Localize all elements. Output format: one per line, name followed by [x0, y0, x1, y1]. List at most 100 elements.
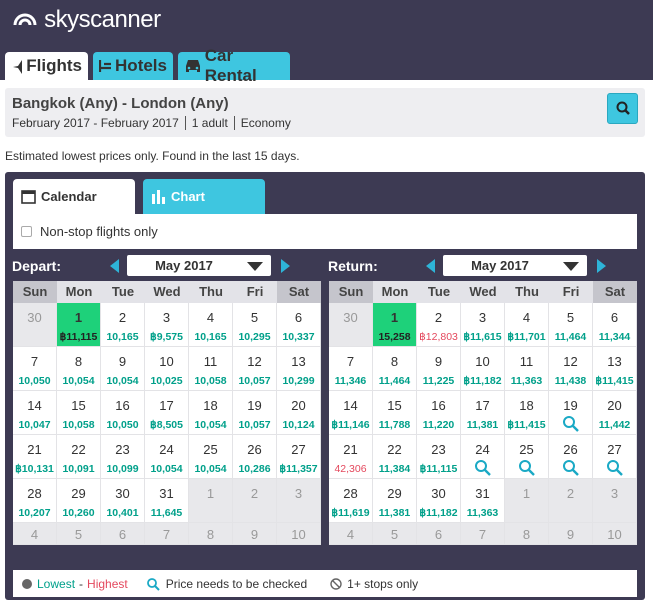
day-cell[interactable]: 7 11,346 — [329, 347, 373, 391]
day-cell[interactable]: 10 ฿11,182 — [461, 347, 505, 391]
day-number: 5 — [74, 527, 83, 542]
tab-flights[interactable]: Flights — [5, 52, 88, 80]
day-cell[interactable]: 2 10,165 — [101, 303, 145, 347]
day-cell[interactable]: 21 ฿10,131 — [13, 435, 57, 479]
price: ฿11,146 — [331, 419, 370, 431]
logo-text: skyscanner — [44, 6, 161, 33]
day-cell[interactable]: 24 — [461, 435, 505, 479]
day-cell[interactable]: 5 10,295 — [233, 303, 277, 347]
day-cell[interactable]: 19 10,057 — [233, 391, 277, 435]
day-cell[interactable]: 15 11,788 — [373, 391, 417, 435]
day-number: 14 — [343, 398, 358, 413]
day-cell: 6 — [417, 523, 461, 545]
day-cell[interactable]: 24 10,054 — [145, 435, 189, 479]
day-cell[interactable]: 12 10,057 — [233, 347, 277, 391]
day-number: 6 — [118, 527, 127, 542]
day-cell[interactable]: 25 10,054 — [189, 435, 233, 479]
price: 10,165 — [194, 331, 227, 343]
day-cell[interactable]: 22 10,091 — [57, 435, 101, 479]
day-cell[interactable]: 6 10,337 — [277, 303, 321, 347]
day-cell[interactable]: 28 ฿11,619 — [329, 479, 373, 523]
day-cell[interactable]: 14 ฿11,146 — [329, 391, 373, 435]
day-cell[interactable]: 28 10,207 — [13, 479, 57, 523]
price: 11,346 — [334, 375, 367, 387]
day-cell[interactable]: 9 11,225 — [417, 347, 461, 391]
day-cell[interactable]: 20 11,442 — [593, 391, 637, 435]
weekday: Sat — [277, 281, 321, 303]
day-cell[interactable]: 3 ฿9,575 — [145, 303, 189, 347]
logo[interactable]: skyscanner — [12, 6, 161, 34]
day-cell[interactable]: 3 ฿11,615 — [461, 303, 505, 347]
day-number: 20 — [291, 398, 306, 413]
day-cell[interactable]: 27 — [593, 435, 637, 479]
day-cell[interactable]: 16 11,220 — [417, 391, 461, 435]
price: 11,381 — [378, 507, 411, 519]
price: ฿9,575 — [150, 331, 183, 343]
day-cell[interactable]: 8 10,054 — [57, 347, 101, 391]
price: ฿11,415 — [507, 419, 546, 431]
day-cell[interactable]: 20 10,124 — [277, 391, 321, 435]
day-cell[interactable]: 15 10,058 — [57, 391, 101, 435]
day-cell[interactable]: 14 10,047 — [13, 391, 57, 435]
day-cell[interactable]: 17 11,381 — [461, 391, 505, 435]
day-cell[interactable]: 23 ฿11,115 — [417, 435, 461, 479]
day-cell[interactable]: 18 10,054 — [189, 391, 233, 435]
day-cell: 10 — [593, 523, 637, 545]
day-cell[interactable]: 31 11,363 — [461, 479, 505, 523]
search-button[interactable] — [607, 93, 638, 124]
day-cell[interactable]: 11 11,363 — [505, 347, 549, 391]
day-cell[interactable]: 29 11,381 — [373, 479, 417, 523]
day-cell[interactable]: 8 11,464 — [373, 347, 417, 391]
tab-car-rental[interactable]: Car Rental — [178, 46, 290, 85]
day-cell[interactable]: 12 11,438 — [549, 347, 593, 391]
day-cell[interactable]: 21 42,306 — [329, 435, 373, 479]
day-cell[interactable]: 18 ฿11,415 — [505, 391, 549, 435]
day-cell[interactable]: 6 11,344 — [593, 303, 637, 347]
day-number: 6 — [610, 310, 619, 325]
prev-month[interactable] — [109, 258, 121, 274]
day-cell[interactable]: 30 ฿11,182 — [417, 479, 461, 523]
tab-chart[interactable]: Chart — [143, 179, 265, 214]
month-select[interactable]: May 2017 — [443, 255, 587, 276]
day-cell[interactable]: 26 — [549, 435, 593, 479]
day-cell[interactable]: 31 11,645 — [145, 479, 189, 523]
day-cell[interactable]: 1 ฿11,115 — [57, 303, 101, 347]
day-cell[interactable]: 10 10,025 — [145, 347, 189, 391]
month-select[interactable]: May 2017 — [127, 255, 271, 276]
price: 11,464 — [378, 375, 411, 387]
day-cell[interactable]: 22 11,384 — [373, 435, 417, 479]
day-cell[interactable]: 17 ฿8,505 — [145, 391, 189, 435]
day-cell[interactable]: 19 — [549, 391, 593, 435]
day-number: 10 — [607, 527, 622, 542]
next-month[interactable] — [279, 258, 291, 274]
next-month[interactable] — [595, 258, 607, 274]
weekday: Sun — [329, 281, 373, 303]
day-cell[interactable]: 13 ฿11,415 — [593, 347, 637, 391]
day-cell[interactable]: 7 10,050 — [13, 347, 57, 391]
day-cell[interactable]: 11 10,058 — [189, 347, 233, 391]
price: 10,124 — [282, 419, 315, 431]
day-cell[interactable]: 2 ฿12,803 — [417, 303, 461, 347]
day-cell[interactable]: 13 10,299 — [277, 347, 321, 391]
day-cell[interactable]: 25 — [505, 435, 549, 479]
checkbox[interactable] — [21, 226, 32, 237]
price: ฿11,357 — [279, 463, 318, 475]
month-label: May 2017 — [155, 258, 213, 273]
day-cell[interactable]: 26 10,286 — [233, 435, 277, 479]
day-cell[interactable]: 23 10,099 — [101, 435, 145, 479]
day-cell[interactable]: 9 10,054 — [101, 347, 145, 391]
day-cell[interactable]: 27 ฿11,357 — [277, 435, 321, 479]
tab-hotels[interactable]: Hotels — [93, 52, 173, 80]
day-cell[interactable]: 1 15,258 — [373, 303, 417, 347]
day-cell[interactable]: 16 10,050 — [101, 391, 145, 435]
tab-calendar[interactable]: Calendar — [13, 179, 135, 214]
price: 10,054 — [194, 463, 227, 475]
price: 10,286 — [238, 463, 271, 475]
prev-month[interactable] — [425, 258, 437, 274]
day-cell[interactable]: 4 ฿11,701 — [505, 303, 549, 347]
day-cell[interactable]: 5 11,464 — [549, 303, 593, 347]
day-cell[interactable]: 30 10,401 — [101, 479, 145, 523]
day-cell[interactable]: 29 10,260 — [57, 479, 101, 523]
price: 10,058 — [194, 375, 227, 387]
day-cell[interactable]: 4 10,165 — [189, 303, 233, 347]
